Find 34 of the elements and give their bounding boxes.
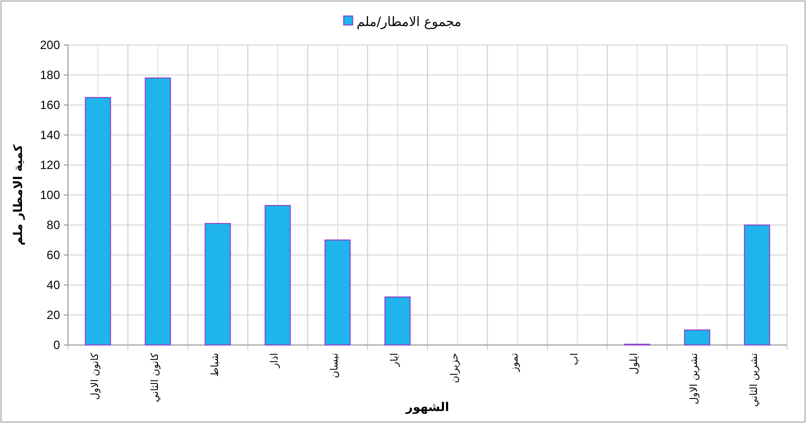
bar: [384, 296, 411, 346]
x-tick-label: تشرين الاول: [689, 352, 700, 404]
y-tick-label: 20: [46, 308, 60, 322]
x-tick-label: ايار: [390, 353, 401, 368]
y-tick-label: 100: [40, 188, 60, 202]
y-tick-label: 200: [40, 38, 60, 52]
y-tick-label: 160: [40, 98, 60, 112]
y-tick-label: 60: [46, 248, 60, 262]
y-tick-label: 140: [40, 128, 60, 142]
x-tick-label: ايلول: [629, 353, 640, 374]
bar: [144, 78, 171, 346]
bar: [744, 224, 770, 346]
y-axis-title: كمية الامطار ملم: [11, 144, 25, 246]
x-tick-label: تشرين الثاني: [749, 352, 760, 407]
x-tick-label: حزيران: [449, 353, 460, 384]
y-tick-label: 120: [40, 158, 60, 172]
legend-label: مجموع الامطار/ملم: [356, 15, 462, 30]
x-tick-label: كانون الاول: [90, 352, 101, 400]
bar: [684, 330, 710, 346]
x-tick-label: تموز: [509, 352, 520, 373]
y-tick-label: 80: [46, 218, 60, 232]
x-tick-label: نيسان: [330, 353, 341, 378]
x-tick-label: اب: [569, 353, 580, 366]
y-tick-label: 180: [40, 68, 60, 82]
y-tick-label: 40: [46, 278, 60, 292]
y-tick-label: 0: [53, 338, 60, 352]
x-axis-title: الشهور: [404, 400, 450, 414]
bar: [324, 240, 351, 346]
bar: [264, 205, 291, 346]
x-tick-label: كانون الثاني: [150, 352, 161, 402]
bar: [84, 97, 112, 346]
x-tick-label: شباط: [210, 353, 221, 377]
bar: [204, 223, 231, 346]
x-tick-label: اذار: [270, 353, 281, 369]
